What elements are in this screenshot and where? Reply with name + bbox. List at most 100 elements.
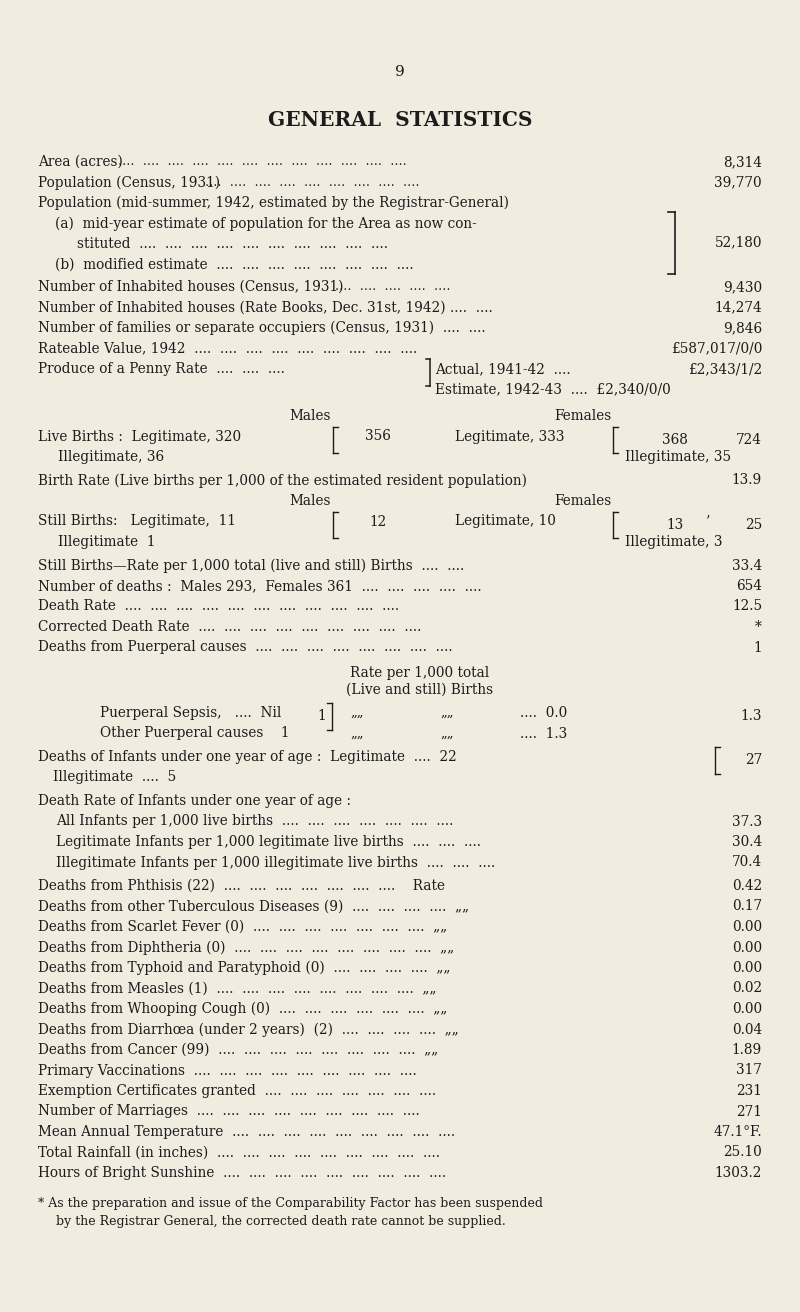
Text: 1.3: 1.3 bbox=[741, 710, 762, 723]
Text: by the Registrar General, the corrected death rate cannot be supplied.: by the Registrar General, the corrected … bbox=[56, 1215, 506, 1228]
Text: 0.00: 0.00 bbox=[732, 1002, 762, 1015]
Text: „„: „„ bbox=[440, 727, 454, 740]
Text: Number of Inhabited houses (Census, 1931): Number of Inhabited houses (Census, 1931… bbox=[38, 279, 343, 294]
Text: * As the preparation and issue of the Comparability Factor has been suspended: * As the preparation and issue of the Co… bbox=[38, 1197, 543, 1210]
Text: 9,430: 9,430 bbox=[723, 279, 762, 294]
Text: Deaths from Puerperal causes  ....  ....  ....  ....  ....  ....  ....  ....: Deaths from Puerperal causes .... .... .… bbox=[38, 640, 453, 655]
Text: Produce of a Penny Rate  ....  ....  ....: Produce of a Penny Rate .... .... .... bbox=[38, 362, 285, 377]
Text: 654: 654 bbox=[736, 579, 762, 593]
Text: Population (mid-summer, 1942, estimated by the Registrar-General): Population (mid-summer, 1942, estimated … bbox=[38, 195, 509, 210]
Text: 14,274: 14,274 bbox=[714, 300, 762, 315]
Text: Death Rate  ....  ....  ....  ....  ....  ....  ....  ....  ....  ....  ....: Death Rate .... .... .... .... .... ....… bbox=[38, 600, 399, 614]
Text: 9: 9 bbox=[395, 66, 405, 79]
Text: (a)  mid-year estimate of population for the Area as now con-: (a) mid-year estimate of population for … bbox=[55, 216, 477, 231]
Text: Deaths from Typhoid and Paratyphoid (0)  ....  ....  ....  ....  „„: Deaths from Typhoid and Paratyphoid (0) … bbox=[38, 960, 450, 975]
Text: Deaths from Whooping Cough (0)  ....  ....  ....  ....  ....  ....  „„: Deaths from Whooping Cough (0) .... ....… bbox=[38, 1002, 447, 1017]
Text: 271: 271 bbox=[736, 1105, 762, 1119]
Text: „„: „„ bbox=[350, 727, 363, 740]
Text: £587,017/0/0: £587,017/0/0 bbox=[670, 341, 762, 356]
Text: 1.89: 1.89 bbox=[732, 1043, 762, 1057]
Text: stituted  ....  ....  ....  ....  ....  ....  ....  ....  ....  ....: stituted .... .... .... .... .... .... .… bbox=[77, 237, 388, 251]
Text: Number of Marriages  ....  ....  ....  ....  ....  ....  ....  ....  ....: Number of Marriages .... .... .... .... … bbox=[38, 1105, 420, 1119]
Text: Number of Inhabited houses (Rate Books, Dec. 31st, 1942) ....  ....: Number of Inhabited houses (Rate Books, … bbox=[38, 300, 493, 315]
Text: ....  0.0: .... 0.0 bbox=[520, 706, 567, 720]
Text: 13.9: 13.9 bbox=[732, 474, 762, 488]
Text: 39,770: 39,770 bbox=[714, 176, 762, 189]
Text: 13: 13 bbox=[666, 518, 684, 531]
Text: Illegitimate  1: Illegitimate 1 bbox=[58, 535, 155, 548]
Text: Illegitimate, 36: Illegitimate, 36 bbox=[58, 450, 164, 464]
Text: 231: 231 bbox=[736, 1084, 762, 1098]
Text: Number of families or separate occupiers (Census, 1931)  ....  ....: Number of families or separate occupiers… bbox=[38, 321, 486, 336]
Text: Illegitimate, 3: Illegitimate, 3 bbox=[625, 535, 722, 548]
Text: 1303.2: 1303.2 bbox=[714, 1166, 762, 1179]
Text: 1: 1 bbox=[754, 640, 762, 655]
Text: 356: 356 bbox=[365, 429, 391, 443]
Text: Corrected Death Rate  ....  ....  ....  ....  ....  ....  ....  ....  ....: Corrected Death Rate .... .... .... ....… bbox=[38, 621, 422, 634]
Text: Area (acres): Area (acres) bbox=[38, 155, 123, 169]
Text: „„: „„ bbox=[350, 706, 363, 719]
Text: Mean Annual Temperature  ....  ....  ....  ....  ....  ....  ....  ....  ....: Mean Annual Temperature .... .... .... .… bbox=[38, 1124, 455, 1139]
Text: (b)  modified estimate  ....  ....  ....  ....  ....  ....  ....  ....: (b) modified estimate .... .... .... ...… bbox=[55, 257, 414, 272]
Text: Deaths of Infants under one year of age :  Legitimate  ....  22: Deaths of Infants under one year of age … bbox=[38, 750, 457, 764]
Text: ....  ....  ....  ....  ....  ....  ....  ....  ....: .... .... .... .... .... .... .... .... … bbox=[205, 176, 419, 189]
Text: 30.4: 30.4 bbox=[732, 834, 762, 849]
Text: „„: „„ bbox=[440, 706, 454, 719]
Text: 9,846: 9,846 bbox=[723, 321, 762, 335]
Text: 317: 317 bbox=[736, 1064, 762, 1077]
Text: ’: ’ bbox=[706, 514, 710, 529]
Text: *: * bbox=[755, 621, 762, 634]
Text: Number of deaths :  Males 293,  Females 361  ....  ....  ....  ....  ....: Number of deaths : Males 293, Females 36… bbox=[38, 579, 482, 593]
Text: 70.4: 70.4 bbox=[732, 855, 762, 870]
Text: Legitimate Infants per 1,000 legitimate live births  ....  ....  ....: Legitimate Infants per 1,000 legitimate … bbox=[56, 834, 481, 849]
Text: 37.3: 37.3 bbox=[732, 815, 762, 828]
Text: Total Rainfall (in inches)  ....  ....  ....  ....  ....  ....  ....  ....  ....: Total Rainfall (in inches) .... .... ...… bbox=[38, 1145, 440, 1160]
Text: ....  1.3: .... 1.3 bbox=[520, 727, 567, 740]
Text: 52,180: 52,180 bbox=[714, 236, 762, 249]
Text: 12.5: 12.5 bbox=[732, 600, 762, 614]
Text: Primary Vaccinations  ....  ....  ....  ....  ....  ....  ....  ....  ....: Primary Vaccinations .... .... .... ....… bbox=[38, 1064, 417, 1077]
Text: Still Births:   Legitimate,  11: Still Births: Legitimate, 11 bbox=[38, 514, 236, 529]
Text: Population (Census, 1931): Population (Census, 1931) bbox=[38, 176, 220, 190]
Text: Rate per 1,000 total: Rate per 1,000 total bbox=[350, 666, 490, 680]
Text: Other Puerperal causes    1: Other Puerperal causes 1 bbox=[100, 727, 290, 740]
Text: 25: 25 bbox=[745, 518, 762, 531]
Text: Legitimate, 10: Legitimate, 10 bbox=[455, 514, 556, 529]
Text: Puerperal Sepsis,   ....  Nil: Puerperal Sepsis, .... Nil bbox=[100, 706, 282, 720]
Text: Still Births—Rate per 1,000 total (live and still) Births  ....  ....: Still Births—Rate per 1,000 total (live … bbox=[38, 559, 464, 573]
Text: 1: 1 bbox=[318, 710, 326, 723]
Text: £2,343/1/2: £2,343/1/2 bbox=[688, 362, 762, 377]
Text: (Live and still) Births: (Live and still) Births bbox=[346, 682, 494, 697]
Text: Females: Females bbox=[554, 495, 612, 508]
Text: Illegitimate, 35: Illegitimate, 35 bbox=[625, 450, 731, 464]
Text: 0.00: 0.00 bbox=[732, 941, 762, 955]
Text: 0.00: 0.00 bbox=[732, 920, 762, 934]
Text: Deaths from Diphtheria (0)  ....  ....  ....  ....  ....  ....  ....  ....  „„: Deaths from Diphtheria (0) .... .... ...… bbox=[38, 941, 454, 955]
Text: ....  ....  ....  ....  ....: .... .... .... .... .... bbox=[335, 279, 450, 293]
Text: 0.00: 0.00 bbox=[732, 960, 762, 975]
Text: Males: Males bbox=[290, 409, 330, 422]
Text: 0.02: 0.02 bbox=[732, 981, 762, 996]
Text: Females: Females bbox=[554, 409, 612, 422]
Text: 0.17: 0.17 bbox=[732, 900, 762, 913]
Text: Actual, 1941-42  ....: Actual, 1941-42 .... bbox=[435, 362, 570, 377]
Text: Deaths from Diarrhœa (under 2 years)  (2)  ....  ....  ....  ....  „„: Deaths from Diarrhœa (under 2 years) (2)… bbox=[38, 1022, 458, 1036]
Text: Exemption Certificates granted  ....  ....  ....  ....  ....  ....  ....: Exemption Certificates granted .... ....… bbox=[38, 1084, 436, 1098]
Text: Hours of Bright Sunshine  ....  ....  ....  ....  ....  ....  ....  ....  ....: Hours of Bright Sunshine .... .... .... … bbox=[38, 1166, 446, 1179]
Text: Deaths from Scarlet Fever (0)  ....  ....  ....  ....  ....  ....  ....  „„: Deaths from Scarlet Fever (0) .... .... … bbox=[38, 920, 447, 934]
Text: 47.1°F.: 47.1°F. bbox=[714, 1124, 762, 1139]
Text: All Infants per 1,000 live births  ....  ....  ....  ....  ....  ....  ....: All Infants per 1,000 live births .... .… bbox=[56, 815, 454, 828]
Text: Deaths from Measles (1)  ....  ....  ....  ....  ....  ....  ....  ....  „„: Deaths from Measles (1) .... .... .... .… bbox=[38, 981, 437, 996]
Text: Deaths from Cancer (99)  ....  ....  ....  ....  ....  ....  ....  ....  „„: Deaths from Cancer (99) .... .... .... .… bbox=[38, 1043, 438, 1057]
Text: GENERAL  STATISTICS: GENERAL STATISTICS bbox=[268, 110, 532, 130]
Text: Deaths from other Tuberculous Diseases (9)  ....  ....  ....  ....  „„: Deaths from other Tuberculous Diseases (… bbox=[38, 900, 469, 913]
Text: 27: 27 bbox=[745, 753, 762, 768]
Text: Live Births :  Legitimate, 320: Live Births : Legitimate, 320 bbox=[38, 429, 241, 443]
Text: Legitimate, 333: Legitimate, 333 bbox=[455, 429, 565, 443]
Text: Rateable Value, 1942  ....  ....  ....  ....  ....  ....  ....  ....  ....: Rateable Value, 1942 .... .... .... ....… bbox=[38, 341, 418, 356]
Text: 0.04: 0.04 bbox=[732, 1022, 762, 1036]
Text: 25.10: 25.10 bbox=[723, 1145, 762, 1160]
Text: Estimate, 1942-43  ....  £2,340/0/0: Estimate, 1942-43 .... £2,340/0/0 bbox=[435, 383, 670, 396]
Text: 8,314: 8,314 bbox=[723, 155, 762, 169]
Text: 33.4: 33.4 bbox=[732, 559, 762, 572]
